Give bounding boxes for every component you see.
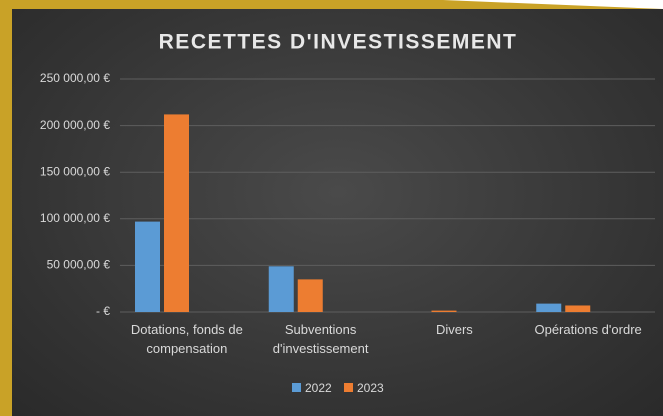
bar bbox=[164, 114, 189, 312]
y-tick-label: 200 000,00 € bbox=[40, 118, 110, 132]
chart-title: RECETTES D'INVESTISSEMENT bbox=[159, 31, 518, 54]
x-tick-label: Subventions d'investissement bbox=[272, 322, 369, 356]
y-tick-label: 250 000,00 € bbox=[40, 71, 110, 85]
legend-label: 2023 bbox=[357, 381, 384, 395]
y-tick-label: 100 000,00 € bbox=[40, 211, 110, 225]
bar bbox=[565, 305, 591, 312]
y-tick-label: 50 000,00 € bbox=[47, 258, 111, 272]
bar bbox=[297, 279, 323, 312]
bar bbox=[431, 310, 457, 312]
corner bbox=[443, 0, 663, 9]
legend-swatch bbox=[344, 383, 353, 392]
x-tick-label: Divers bbox=[435, 322, 473, 337]
chart-frame bbox=[12, 9, 663, 416]
y-tick-label: 150 000,00 € bbox=[40, 164, 110, 178]
bar bbox=[268, 266, 294, 312]
bar bbox=[135, 221, 160, 312]
x-tick-label: Dotations, fonds de compensation bbox=[130, 322, 243, 356]
y-tick-label: - € bbox=[96, 304, 110, 318]
legend-label: 2022 bbox=[305, 381, 332, 395]
legend-swatch bbox=[292, 383, 301, 392]
x-tick-label: Opérations d'ordre bbox=[534, 322, 642, 337]
bar bbox=[536, 303, 562, 312]
